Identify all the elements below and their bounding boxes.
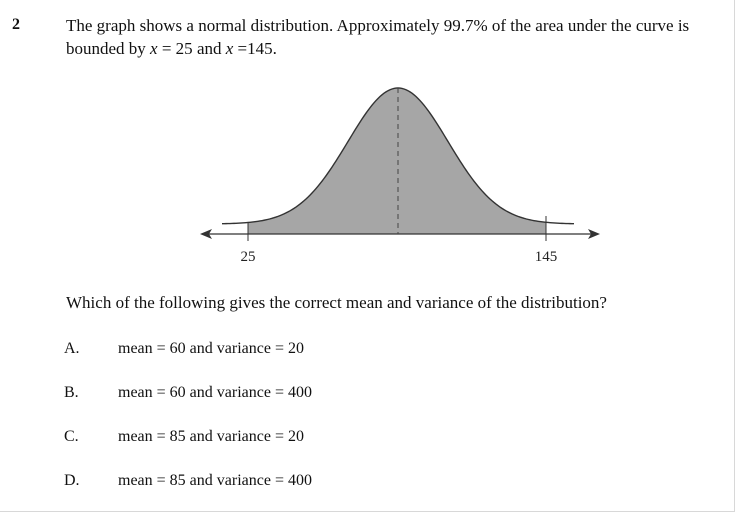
left-arrow-icon: [200, 229, 212, 239]
lower-bound-label: 25: [241, 249, 256, 265]
question-prompt: Which of the following gives the correct…: [66, 293, 607, 312]
normal-distribution-graph: 25 145: [196, 82, 608, 272]
option-a-text: mean = 60 and variance = 20: [118, 340, 304, 357]
option-b[interactable]: B. mean = 60 and variance = 400: [0, 384, 736, 410]
variable-x-1: x: [150, 39, 158, 58]
variable-x-2: x: [225, 39, 234, 58]
option-d[interactable]: D. mean = 85 and variance = 400: [0, 472, 736, 498]
equation-lower: = 25: [157, 39, 193, 58]
question-stem: The graph shows a normal distribution. A…: [66, 14, 726, 60]
equation-upper: =145.: [233, 39, 277, 58]
normal-curve-svg: 25 145: [200, 87, 600, 265]
stem-text: The graph shows a normal distribution. A…: [66, 16, 690, 58]
question-number: 2: [12, 16, 20, 33]
option-b-letter: B.: [64, 384, 79, 401]
stem-and: and: [192, 39, 226, 58]
option-d-text: mean = 85 and variance = 400: [118, 472, 312, 489]
option-d-letter: D.: [64, 472, 80, 489]
option-c[interactable]: C. mean = 85 and variance = 20: [0, 428, 736, 454]
option-b-text: mean = 60 and variance = 400: [118, 384, 312, 401]
right-arrow-icon: [588, 229, 600, 239]
option-c-letter: C.: [64, 428, 79, 445]
shaded-area: [248, 88, 546, 234]
option-c-text: mean = 85 and variance = 20: [118, 428, 304, 445]
option-a[interactable]: A. mean = 60 and variance = 20: [0, 340, 736, 366]
upper-bound-label: 145: [535, 249, 558, 265]
option-a-letter: A.: [64, 340, 80, 357]
